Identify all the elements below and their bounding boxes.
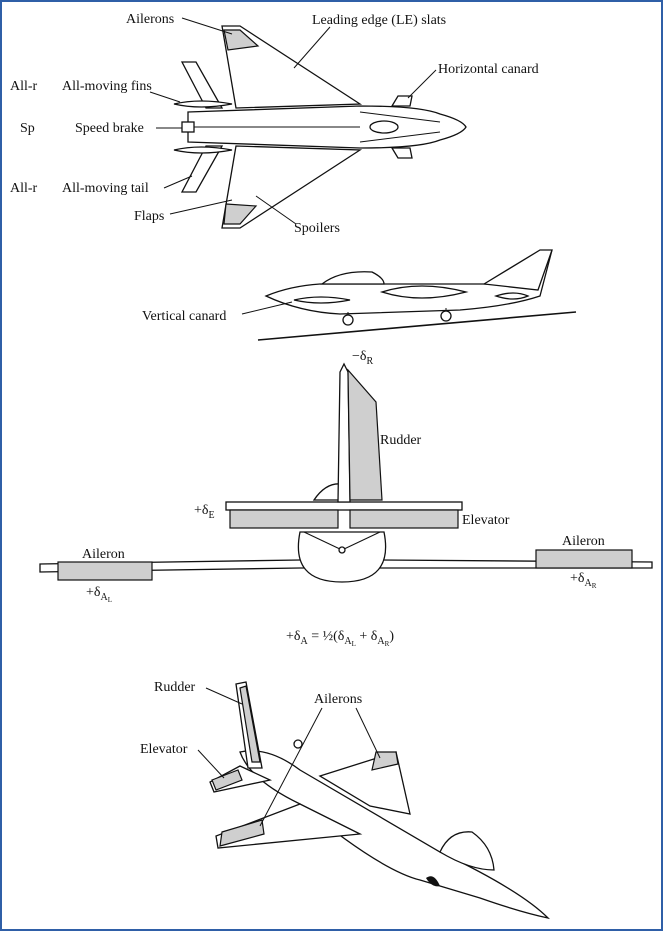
iso-rudder [239,685,261,763]
label-clipped-fins: All-r [10,79,38,94]
label-aileron-left: Aileron [82,547,125,562]
top-canard-upper [390,95,413,107]
label-spoilers: Spoilers [294,221,340,236]
top-wing-lower [221,145,363,229]
label-speed-brake: Speed brake [75,121,144,136]
top-view-aircraft [173,25,467,229]
label-plus-de: +δE [194,503,215,521]
label-all-moving-fins: All-moving fins [62,79,152,94]
label-horizontal-canard: Horizontal canard [438,62,539,77]
label-aileron-right: Aileron [562,534,605,549]
side-view-labels: Vertical canard [142,301,293,324]
iso-aileron-left [219,819,265,847]
top-pod-lower [173,146,233,154]
iso-fuselage [239,750,551,920]
side-canard [293,296,351,304]
label-all-moving-tail: All-moving tail [62,181,149,196]
label-plus-dal: +δAL [86,585,112,604]
label-flaps: Flaps [134,209,164,224]
iso-aileron-right [371,751,399,771]
front-elevator-left [229,509,339,529]
top-aileron-upper [223,29,260,51]
label-elevator-iso: Elevator [140,742,188,757]
top-speed-brake [181,121,195,133]
iso-elevator [211,769,243,791]
side-intake [379,285,469,299]
top-fin-upper [180,61,224,109]
front-aileron-right [535,549,633,569]
top-canopy [369,120,399,134]
label-vertical-canard: Vertical canard [142,309,226,324]
label-minus-dr: −δR [352,349,374,367]
top-flap-lower [223,203,258,225]
top-canard-lower [390,147,413,159]
iso-canopy [439,831,495,871]
side-view-aircraft [257,249,577,341]
label-clipped-brake: Sp [20,121,35,136]
side-runway [257,311,577,341]
iso-view-labels: Rudder Ailerons Elevator [140,680,381,827]
front-rudder [347,368,383,501]
label-ailerons: Ailerons [126,12,174,27]
side-fin [482,249,553,291]
side-tail [493,292,530,300]
label-plus-dar: +δAR [570,571,597,590]
front-fuselage [297,531,387,583]
label-ailerons-iso: Ailerons [314,692,362,707]
front-stabilizer [225,501,463,511]
side-nose-wheel [342,314,354,326]
label-le-slats: Leading edge (LE) slats [312,13,446,28]
top-view-labels: Ailerons Leading edge (LE) slats Horizon… [10,12,539,236]
side-main-wheel [440,310,452,322]
front-elevator-right [349,509,459,529]
front-view-aircraft [39,362,653,583]
label-rudder-front: Rudder [380,433,422,448]
iso-view-aircraft [209,681,551,920]
label-elevator-front: Elevator [462,513,510,528]
aileron-equation: +δA = ½(δAL + δAR) [286,629,394,648]
top-pod-upper [173,100,233,108]
iso-intake [426,876,440,887]
front-view-labels: −δR Rudder +δE Elevator Aileron Aileron … [82,349,605,648]
label-rudder-iso: Rudder [154,680,196,695]
label-clipped-tail: All-r [10,181,38,196]
iso-wing-right [318,751,411,815]
front-aileron-left [57,561,153,581]
side-canopy [320,271,385,285]
